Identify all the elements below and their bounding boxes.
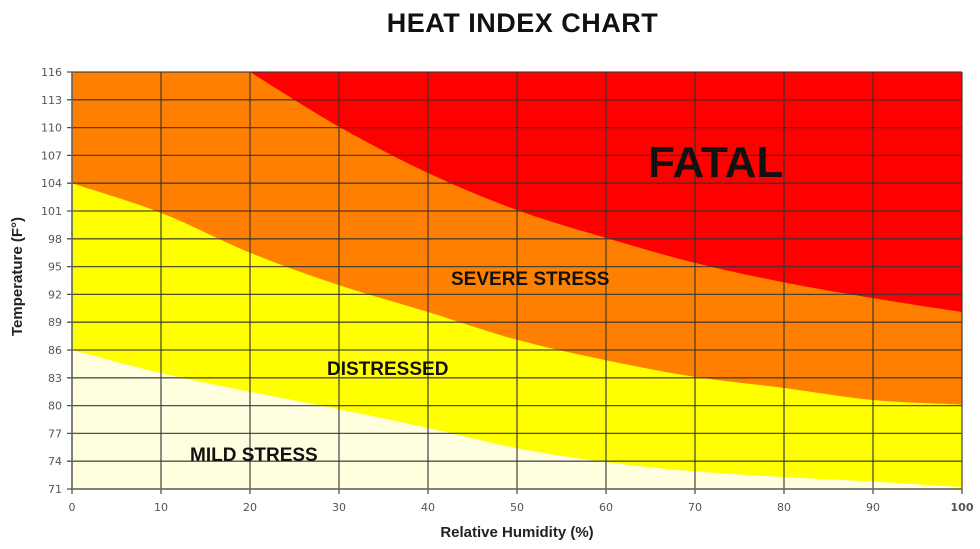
- y-tick-label: 107: [41, 149, 62, 162]
- x-tick-label: 20: [243, 501, 257, 514]
- x-tick-label: 10: [154, 501, 168, 514]
- x-axis-label: Relative Humidity (%): [440, 524, 593, 541]
- y-tick-label: 86: [48, 344, 62, 357]
- x-tick-label: 80: [777, 501, 791, 514]
- y-tick-label: 110: [41, 122, 62, 135]
- y-tick-label: 71: [48, 483, 62, 496]
- x-tick-label: 100: [951, 501, 974, 514]
- x-tick-label: 40: [421, 501, 435, 514]
- y-tick-label: 89: [48, 316, 62, 329]
- zone-label-severe-stress: SEVERE STRESS: [451, 269, 609, 290]
- y-tick-label: 95: [48, 261, 62, 274]
- zone-label-fatal: FATAL: [648, 138, 783, 187]
- x-tick-label: 60: [599, 501, 613, 514]
- y-tick-label: 77: [48, 427, 62, 440]
- y-tick-label: 74: [48, 455, 62, 468]
- chart-title: HEAT INDEX CHART: [386, 8, 659, 38]
- y-tick-label: 116: [41, 66, 62, 79]
- y-tick-label: 113: [41, 94, 62, 107]
- x-tick-label: 30: [332, 501, 346, 514]
- y-tick-label: 101: [41, 205, 62, 218]
- y-tick-label: 83: [48, 372, 62, 385]
- zone-label-mild-stress: MILD STRESS: [190, 445, 318, 466]
- zone-label-distressed: DISTRESSED: [327, 359, 448, 380]
- y-tick-label: 92: [48, 288, 62, 301]
- x-tick-label: 90: [866, 501, 880, 514]
- x-tick-label: 0: [69, 501, 76, 514]
- x-tick-label: 70: [688, 501, 702, 514]
- y-tick-label: 80: [48, 400, 62, 413]
- y-axis-label: Temperature (F°): [9, 217, 26, 336]
- y-tick-label: 104: [41, 177, 62, 190]
- x-tick-label: 50: [510, 501, 524, 514]
- y-tick-label: 98: [48, 233, 62, 246]
